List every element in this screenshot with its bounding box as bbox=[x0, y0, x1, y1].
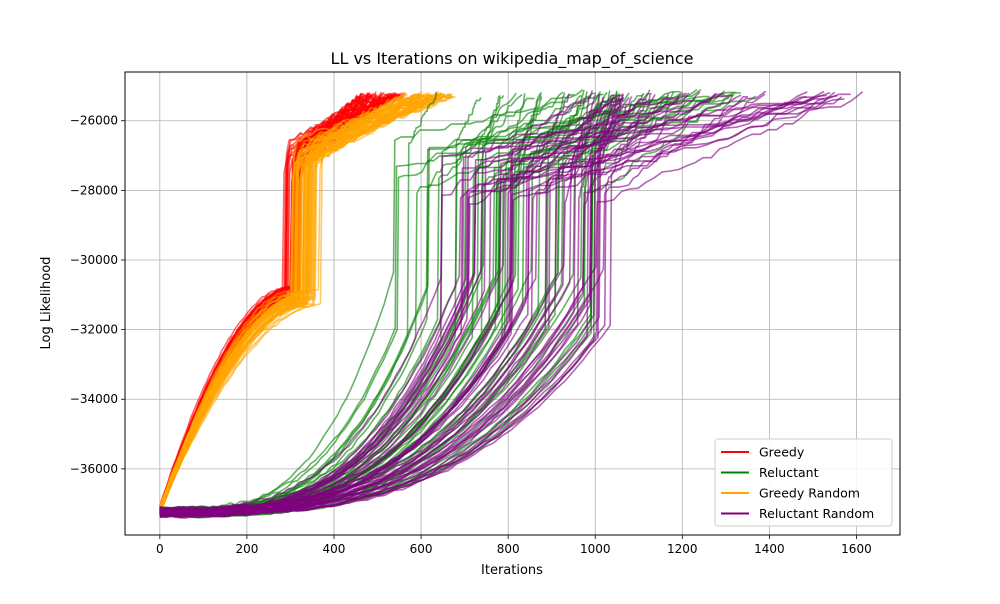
x-tick-label: 800 bbox=[497, 542, 520, 556]
series-line-greedy-random bbox=[159, 93, 443, 514]
series-line-greedy-random bbox=[159, 94, 428, 510]
y-tick-label: −36000 bbox=[70, 462, 118, 476]
x-tick-label: 1400 bbox=[754, 542, 785, 556]
x-tick-label: 1600 bbox=[841, 542, 872, 556]
y-tick-label: −32000 bbox=[70, 323, 118, 337]
legend-label: Reluctant bbox=[759, 465, 819, 480]
series-line-reluctant-random bbox=[159, 98, 825, 517]
series-line-reluctant-random bbox=[159, 91, 701, 517]
series-line-reluctant-random bbox=[159, 94, 619, 512]
legend: Greedy Reluctant Greedy Random Reluctant Ra… bbox=[714, 438, 893, 527]
x-tick-label: 1000 bbox=[580, 542, 611, 556]
legend-box bbox=[714, 438, 893, 527]
y-axis-label: Log Likelihood bbox=[39, 257, 54, 350]
x-tick-label: 200 bbox=[235, 542, 258, 556]
series-line-reluctant-random bbox=[159, 93, 621, 516]
legend-label: Reluctant Random bbox=[759, 506, 874, 521]
y-tick-label: −26000 bbox=[70, 114, 118, 128]
x-tick-label: 400 bbox=[323, 542, 346, 556]
x-tick-label: 0 bbox=[156, 542, 164, 556]
x-tick-label: 600 bbox=[410, 542, 433, 556]
y-tick-label: −30000 bbox=[70, 253, 118, 267]
series-line-reluctant-random bbox=[159, 93, 624, 514]
y-axis-ticks: −36000 −34000 −32000 −30000 −28000 −26000 bbox=[70, 114, 125, 476]
chart-title: LL vs Iterations on wikipedia_map_of_sci… bbox=[331, 49, 694, 69]
axes-frame bbox=[124, 71, 901, 536]
series-line-greedy-random bbox=[159, 93, 415, 512]
legend-label: Greedy Random bbox=[759, 486, 860, 501]
x-axis-ticks: 0 200 400 600 800 1000 1200 1400 1600 bbox=[156, 535, 872, 556]
y-tick-label: −34000 bbox=[70, 392, 118, 406]
series-line-greedy-random bbox=[159, 93, 432, 508]
legend-label: Greedy bbox=[759, 445, 805, 460]
x-tick-label: 1200 bbox=[667, 542, 698, 556]
y-tick-label: −28000 bbox=[70, 183, 118, 197]
plot-area bbox=[159, 88, 864, 519]
x-axis-label: Iterations bbox=[481, 563, 543, 578]
